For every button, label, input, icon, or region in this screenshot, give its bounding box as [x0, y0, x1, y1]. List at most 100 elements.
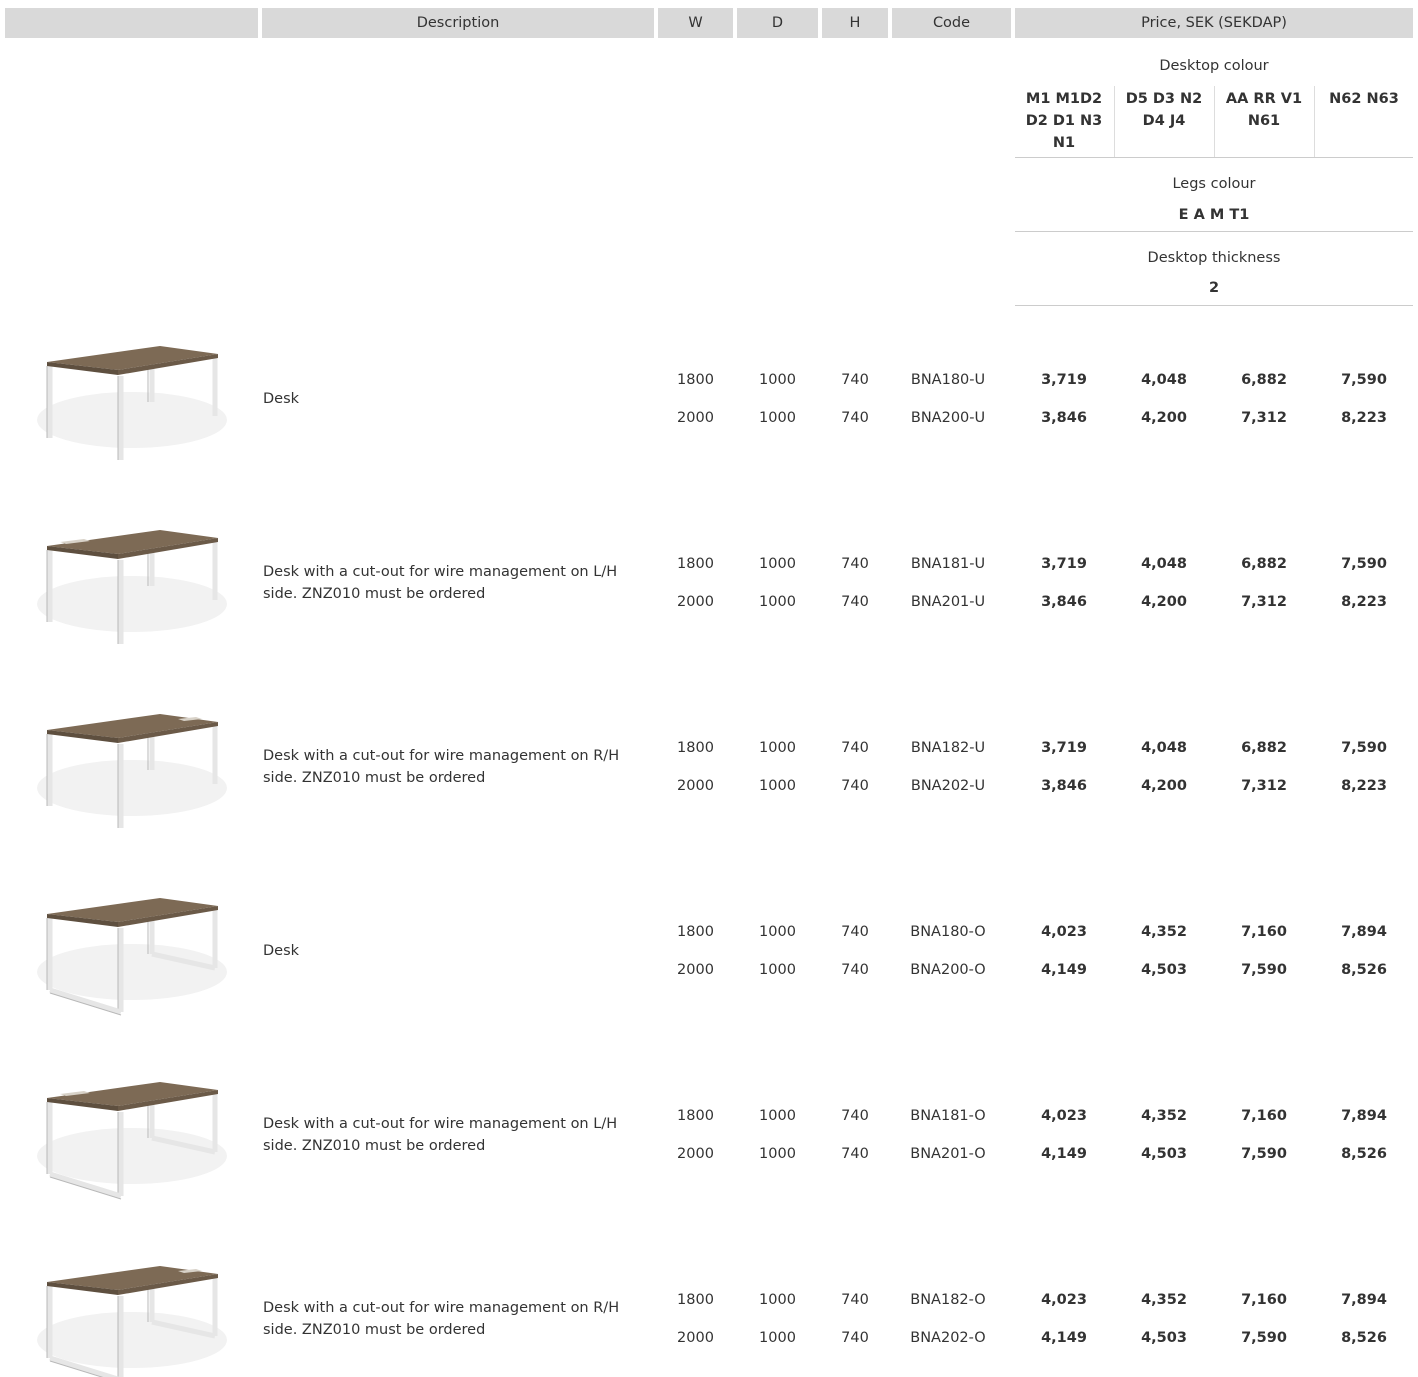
dimension-w: 1800: [677, 924, 714, 940]
colour-codes: AA RR V1 N61: [1225, 91, 1303, 129]
option-label: Desktop colour: [1159, 58, 1269, 74]
price: 4,048: [1141, 556, 1187, 572]
price: 8,526: [1341, 1146, 1387, 1162]
header-cell: Code: [892, 8, 1011, 38]
product-code: BNA200-U: [910, 410, 986, 426]
option-value: E A M T1: [1178, 207, 1250, 223]
price: 4,023: [1041, 1292, 1087, 1308]
price: 3,719: [1041, 556, 1087, 572]
option-label: Legs colour: [1172, 176, 1256, 192]
price: 4,503: [1141, 1330, 1187, 1346]
price: 4,149: [1041, 962, 1087, 978]
price: 8,223: [1341, 778, 1387, 794]
price: 7,590: [1341, 740, 1387, 756]
desk-part: [47, 1098, 118, 1111]
desk-part: [60, 1091, 90, 1096]
price: 8,526: [1341, 962, 1387, 978]
dimension-h: 740: [841, 778, 869, 794]
desk-part: [151, 1135, 216, 1155]
header-cell: Price, SEK (SEKDAP): [1015, 8, 1413, 38]
dimension-w: 2000: [677, 410, 714, 426]
desk-part: [37, 760, 227, 816]
price: 7,312: [1241, 778, 1287, 794]
price: 7,590: [1341, 372, 1387, 388]
price: 3,846: [1041, 778, 1087, 794]
colour-codes: M1 M1D2 D2 D1 N3 N1: [1025, 91, 1103, 151]
description: Desk with a cut-out for wire management …: [263, 1116, 618, 1154]
description: Desk with a cut-out for wire management …: [263, 748, 620, 786]
desk-part: [47, 914, 118, 927]
colour-codes: N62 N63: [1329, 91, 1399, 107]
product-code: BNA181-O: [910, 1108, 986, 1124]
header-cell: W: [658, 8, 733, 38]
dimension-w: 1800: [677, 740, 714, 756]
price: 4,048: [1141, 372, 1187, 388]
dimension-h: 740: [841, 594, 869, 610]
desk-part: [151, 1319, 216, 1339]
desk-part: [47, 546, 118, 559]
dimension-h: 740: [841, 1292, 869, 1308]
dimension-w: 1800: [677, 1292, 714, 1308]
product-code: BNA202-U: [910, 778, 986, 794]
desk-part: [49, 1171, 122, 1199]
dimension-h: 740: [841, 556, 869, 572]
desk-part: [37, 944, 227, 1000]
price: 7,894: [1341, 924, 1387, 940]
price: 7,894: [1341, 1108, 1387, 1124]
dimension-w: 2000: [677, 962, 714, 978]
desk-part: [47, 346, 218, 370]
divider: [1114, 86, 1115, 157]
price: 7,590: [1241, 962, 1287, 978]
price: 4,048: [1141, 740, 1187, 756]
product-code: BNA201-O: [910, 1146, 986, 1162]
product-code: BNA180-U: [910, 372, 986, 388]
desk-part: [118, 538, 218, 559]
price: 3,719: [1041, 740, 1087, 756]
dimension-d: 1000: [759, 962, 796, 978]
product-code: BNA182-O: [910, 1292, 986, 1308]
desk-part: [47, 714, 218, 738]
dimension-h: 740: [841, 1108, 869, 1124]
dimension-d: 1000: [759, 778, 796, 794]
dimension-h: 740: [841, 740, 869, 756]
dimension-w: 2000: [677, 778, 714, 794]
colour-codes: D5 D3 N2 D4 J4: [1125, 91, 1203, 129]
dimension-w: 1800: [677, 1108, 714, 1124]
price: 6,882: [1241, 556, 1287, 572]
price: 3,846: [1041, 594, 1087, 610]
price: 4,352: [1141, 1292, 1187, 1308]
desk-part: [37, 576, 227, 632]
dimension-d: 1000: [759, 1108, 796, 1124]
desk-part: [49, 1355, 120, 1377]
desk-part: [151, 951, 216, 971]
price: 7,590: [1241, 1146, 1287, 1162]
price: 4,023: [1041, 924, 1087, 940]
desk-part: [60, 539, 90, 544]
product-code: BNA200-O: [910, 962, 986, 978]
dimension-w: 2000: [677, 594, 714, 610]
desk-part: [178, 1269, 202, 1273]
dimension-h: 740: [841, 372, 869, 388]
dimension-d: 1000: [759, 372, 796, 388]
price: 7,312: [1241, 410, 1287, 426]
price: 6,882: [1241, 740, 1287, 756]
desk-part: [37, 1128, 227, 1184]
desk-part: [118, 906, 218, 927]
option-label: Desktop thickness: [1147, 250, 1281, 266]
desk-part: [47, 530, 218, 554]
dimension-d: 1000: [759, 594, 796, 610]
price: 4,023: [1041, 1108, 1087, 1124]
desk-part: [47, 898, 218, 922]
price: 7,590: [1341, 556, 1387, 572]
price: 7,590: [1241, 1330, 1287, 1346]
desk-part: [118, 1274, 218, 1295]
dimension-w: 1800: [677, 556, 714, 572]
header-cell: [5, 8, 258, 38]
dimension-d: 1000: [759, 410, 796, 426]
dimension-d: 1000: [759, 1292, 796, 1308]
price: 7,894: [1341, 1292, 1387, 1308]
price: 4,200: [1141, 594, 1187, 610]
price: 4,352: [1141, 1108, 1187, 1124]
description: Desk with a cut-out for wire management …: [263, 564, 618, 602]
desk-part: [49, 1360, 104, 1377]
